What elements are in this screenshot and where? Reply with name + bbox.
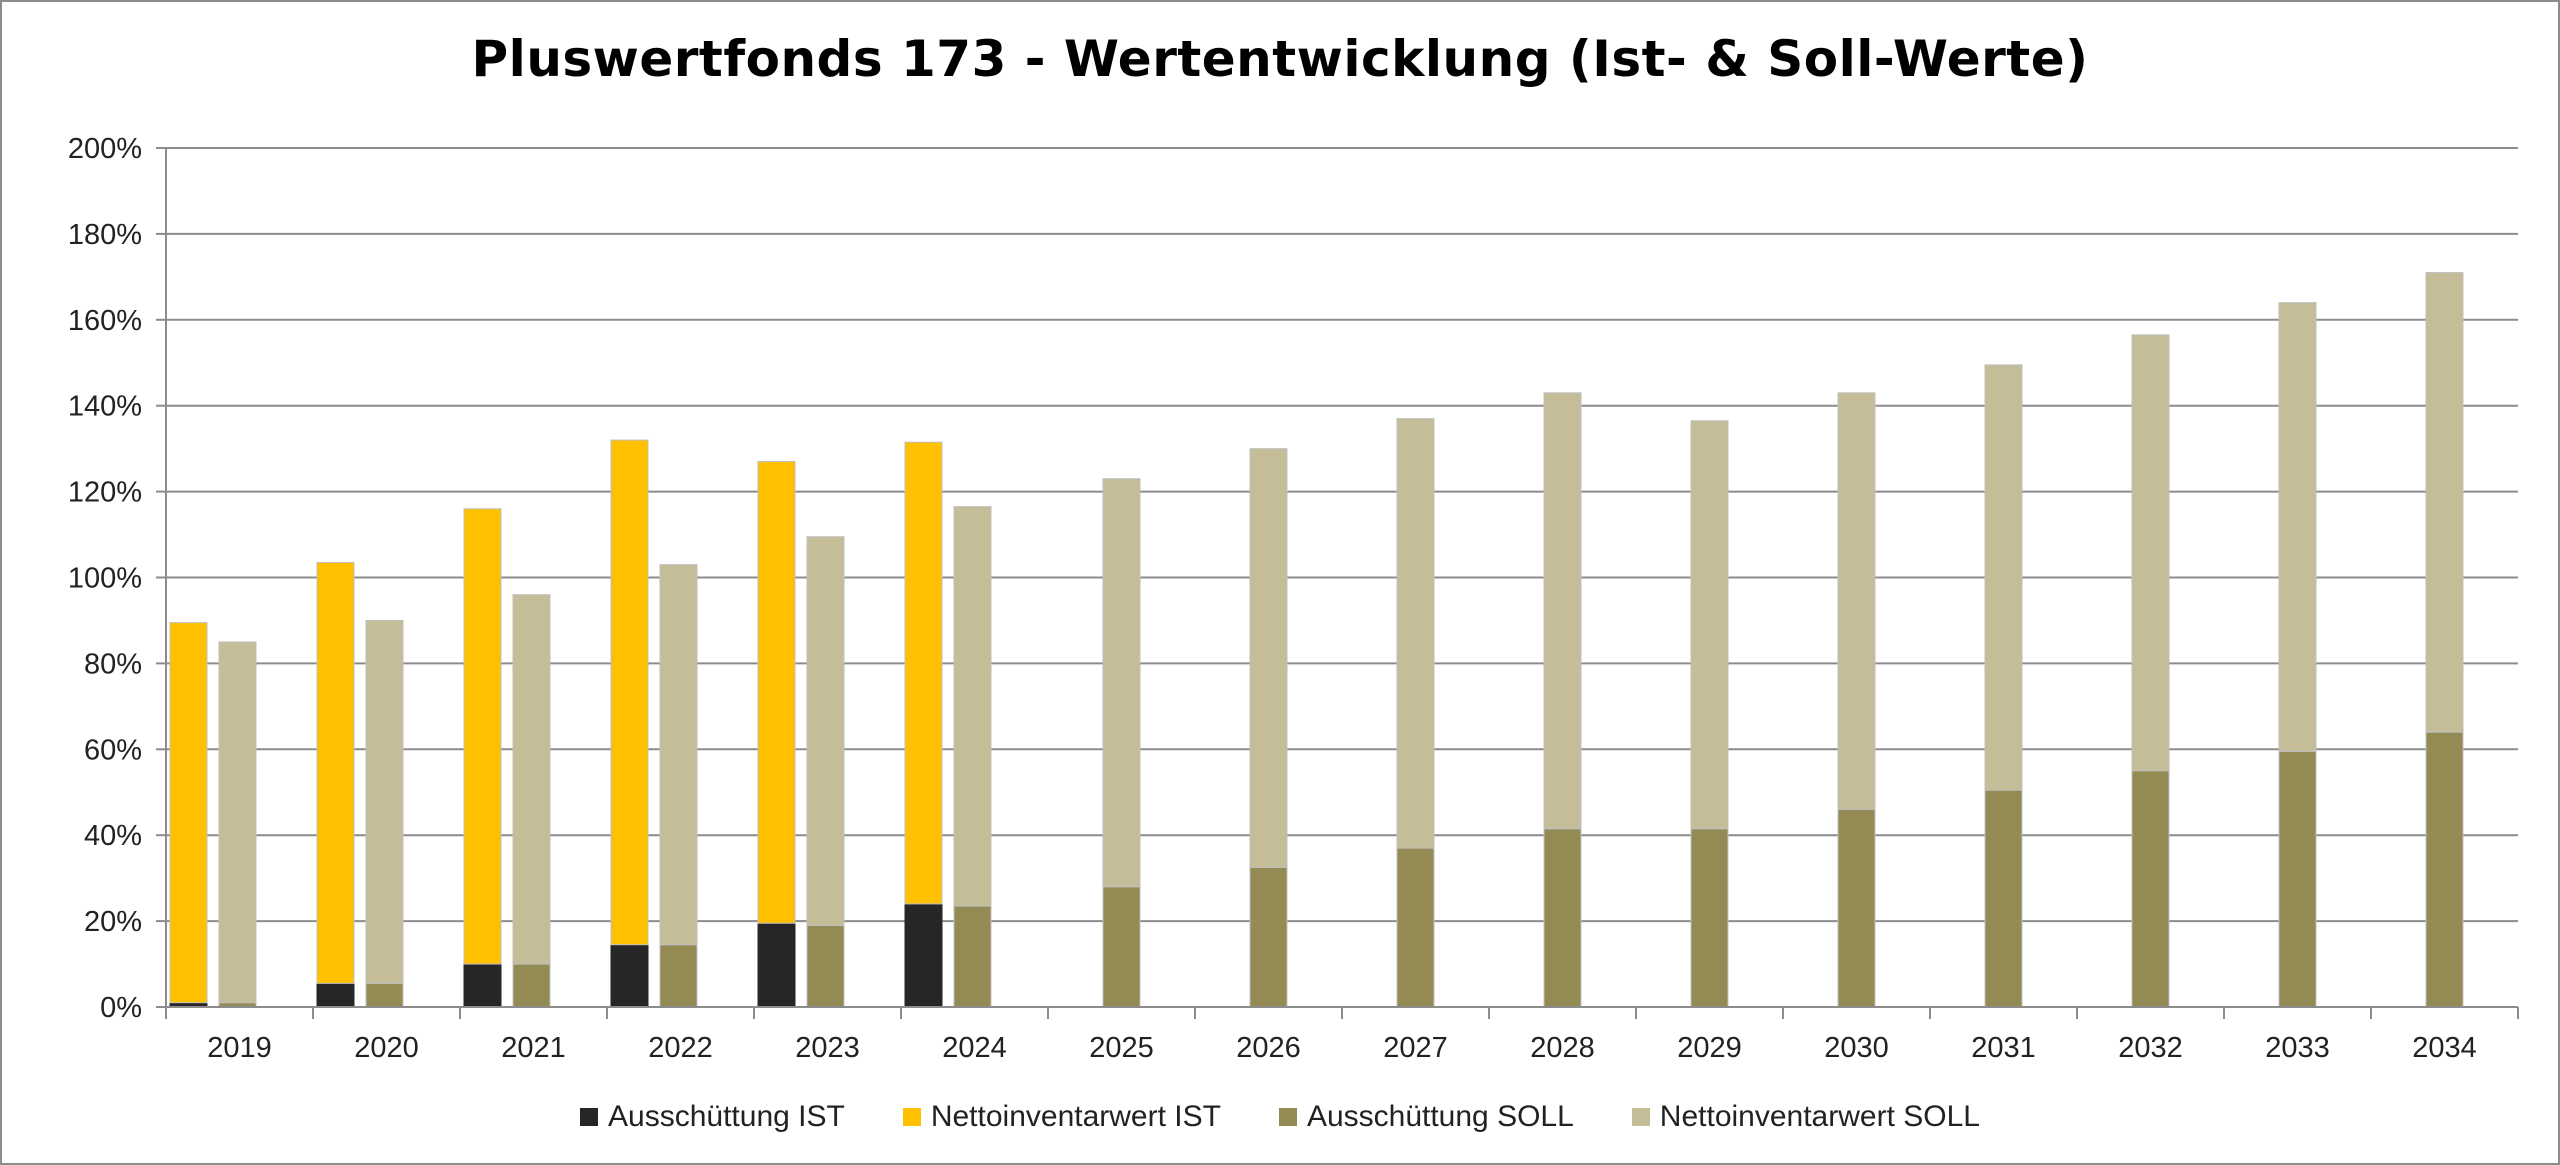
x-tick-label: 2022 [648, 1032, 713, 1064]
bar-aussch-ttung-soll-2029 [1690, 828, 1729, 1008]
x-tick-label: 2019 [207, 1032, 272, 1064]
bar-aussch-ttung-soll-2028 [1543, 828, 1582, 1008]
x-tick-label: 2023 [795, 1032, 860, 1064]
bar-aussch-ttung-soll-2023 [806, 924, 845, 1008]
bar-aussch-ttung-soll-2024 [953, 905, 992, 1008]
bar-nettoinventarwert-soll-2028 [1543, 392, 1582, 830]
bar-nettoinventarwert-soll-2034 [2425, 272, 2464, 733]
bar-aussch-ttung-ist-2020 [316, 982, 355, 1008]
bar-aussch-ttung-soll-2026 [1249, 866, 1288, 1008]
bar-nettoinventarwert-soll-2033 [2278, 302, 2317, 752]
legend-swatch [1631, 1108, 1650, 1126]
x-tick-label: 2030 [1824, 1032, 1889, 1064]
x-tick-label: 2034 [2412, 1032, 2477, 1064]
bar-aussch-ttung-soll-2020 [365, 982, 404, 1008]
legend-item: Nettoinventarwert IST [902, 1100, 1221, 1134]
x-tick-label: 2024 [942, 1032, 1007, 1064]
x-tick-label: 2028 [1530, 1032, 1595, 1064]
bar-aussch-ttung-soll-2031 [1984, 789, 2023, 1008]
bar-aussch-ttung-ist-2021 [463, 963, 502, 1008]
bar-nettoinventarwert-soll-2032 [2131, 334, 2170, 772]
legend-label: Ausschüttung SOLL [1306, 1100, 1574, 1133]
bar-nettoinventarwert-ist-2021 [463, 508, 502, 965]
bar-nettoinventarwert-soll-2027 [1396, 418, 1435, 849]
bar-nettoinventarwert-ist-2020 [316, 561, 355, 984]
bars [169, 272, 2464, 1008]
bar-nettoinventarwert-soll-2029 [1690, 420, 1729, 830]
y-tick-label: 180% [68, 219, 142, 251]
legend-swatch [1278, 1108, 1297, 1126]
bar-aussch-ttung-soll-2027 [1396, 847, 1435, 1008]
chart-legend: Ausschüttung IST Nettoinventarwert IST Aus… [2, 1100, 2558, 1134]
bar-aussch-ttung-ist-2022 [610, 944, 649, 1008]
x-tick-label: 2021 [501, 1032, 566, 1064]
legend-item: Ausschüttung IST [580, 1100, 845, 1134]
x-tick-label: 2033 [2265, 1032, 2330, 1064]
bar-nettoinventarwert-soll-2025 [1102, 478, 1141, 888]
axes [156, 147, 2519, 1019]
bar-nettoinventarwert-soll-2022 [659, 564, 698, 946]
bar-aussch-ttung-soll-2030 [1837, 808, 1876, 1008]
legend-swatch [902, 1108, 921, 1126]
x-tick-label: 2031 [1971, 1032, 2036, 1064]
legend-item: Nettoinventarwert SOLL [1631, 1100, 1980, 1134]
chart-title: Pluswertfonds 173 - Wertentwicklung (Ist… [471, 30, 2089, 88]
y-tick-label: 60% [84, 734, 142, 766]
x-tick-label: 2032 [2118, 1032, 2183, 1064]
bar-nettoinventarwert-soll-2021 [512, 594, 551, 965]
y-tick-label: 0% [100, 992, 142, 1024]
x-tick-label: 2025 [1089, 1032, 1154, 1064]
bar-aussch-ttung-ist-2024 [904, 903, 943, 1008]
bar-aussch-ttung-soll-2022 [659, 944, 698, 1008]
y-tick-label: 120% [68, 477, 142, 509]
y-tick-label: 100% [68, 563, 142, 595]
tick-labels: 0% 20% 40% 60% 80% 100% 120% 140% 160% 180% 200% 20… [68, 133, 2477, 1064]
legend-label: Nettoinventarwert SOLL [1659, 1100, 1980, 1133]
y-tick-label: 40% [84, 820, 142, 852]
bar-nettoinventarwert-soll-2019 [218, 641, 257, 1004]
y-tick-label: 80% [84, 648, 142, 680]
bar-nettoinventarwert-soll-2031 [1984, 364, 2023, 791]
bar-nettoinventarwert-soll-2024 [953, 506, 992, 907]
legend-label: Ausschüttung IST [608, 1100, 845, 1133]
y-tick-label: 200% [68, 133, 142, 165]
bar-aussch-ttung-soll-2034 [2425, 731, 2464, 1008]
legend-item: Ausschüttung SOLL [1278, 1100, 1574, 1134]
bar-nettoinventarwert-ist-2024 [904, 441, 943, 905]
bar-aussch-ttung-soll-2021 [512, 963, 551, 1008]
x-tick-label: 2027 [1383, 1032, 1448, 1064]
y-tick-label: 160% [68, 305, 142, 337]
bar-aussch-ttung-soll-2032 [2131, 770, 2170, 1008]
bar-nettoinventarwert-ist-2023 [757, 461, 796, 924]
bar-nettoinventarwert-soll-2020 [365, 619, 404, 984]
bar-aussch-ttung-soll-2025 [1102, 886, 1141, 1008]
x-tick-label: 2029 [1677, 1032, 1742, 1064]
legend-label: Nettoinventarwert IST [930, 1100, 1221, 1133]
bar-aussch-ttung-ist-2023 [757, 922, 796, 1008]
bar-nettoinventarwert-soll-2026 [1249, 448, 1288, 868]
gridlines [166, 147, 2518, 923]
legend-swatch [580, 1108, 599, 1126]
bar-nettoinventarwert-soll-2023 [806, 536, 845, 926]
bar-aussch-ttung-soll-2033 [2278, 750, 2317, 1008]
bar-nettoinventarwert-ist-2019 [169, 622, 208, 1004]
bar-nettoinventarwert-soll-2030 [1837, 392, 1876, 810]
y-tick-label: 140% [68, 391, 142, 423]
bar-nettoinventarwert-ist-2022 [610, 439, 649, 946]
x-tick-label: 2026 [1236, 1032, 1301, 1064]
x-tick-label: 2020 [354, 1032, 419, 1064]
y-tick-label: 20% [84, 906, 142, 938]
